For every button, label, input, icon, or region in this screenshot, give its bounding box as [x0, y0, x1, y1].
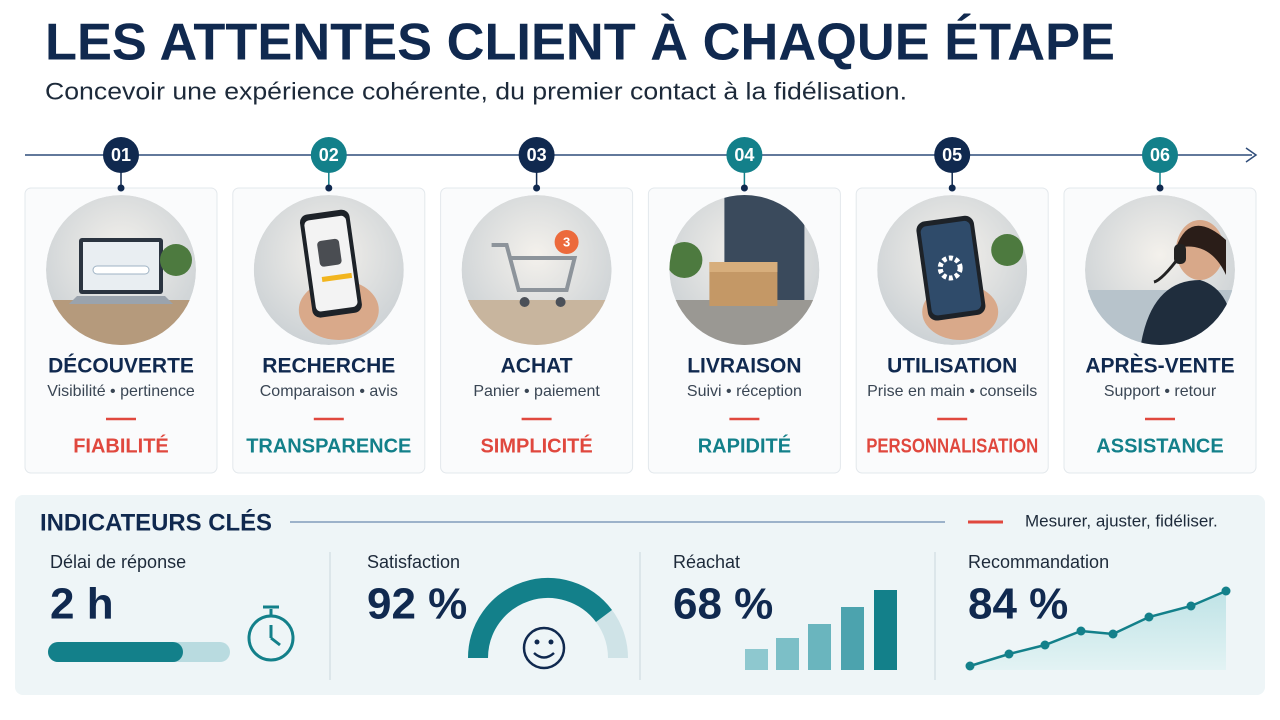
step-badge: [310, 137, 347, 173]
kpi-label: Satisfaction: [367, 552, 460, 572]
illus-box-top: [709, 262, 778, 272]
step-card: 05 UTILISATION Prise en main • conseils PER…: [855, 137, 1049, 474]
illus-plant: [160, 244, 192, 276]
smiley-eye: [548, 639, 554, 645]
step-photo: [877, 195, 1028, 345]
step-badge: [103, 137, 139, 173]
connector-dot: [325, 184, 333, 192]
step-title: RECHERCHE: [262, 355, 395, 378]
step-card: 04 LIVRAISON Suivi • réception RAPIDITÉ: [647, 137, 841, 474]
illus-base: [69, 296, 173, 304]
kpi-label: Recommandation: [968, 552, 1109, 572]
step-details: Panier • paiement: [473, 383, 600, 400]
trend-dots: [965, 586, 1231, 671]
connector-dot: [948, 184, 956, 192]
bar-decor: [808, 624, 831, 670]
illus-cart: [491, 243, 578, 292]
step-expectation: FIABILITÉ: [73, 434, 169, 457]
step-number: 01: [111, 145, 131, 165]
cart-badge-count: 3: [563, 234, 570, 249]
trend-line: [969, 589, 1227, 668]
step-card: 02 RECHERCHE Comparaison • avis TRANSPARENC…: [232, 137, 426, 474]
step-title: ACHAT: [501, 355, 573, 378]
timeline-arrow: [1245, 147, 1258, 163]
illus-wheel: [555, 297, 566, 307]
illus-stars: [321, 272, 353, 283]
connector-dot: [740, 184, 748, 192]
illus-plant: [669, 242, 703, 278]
bar-decor: [841, 607, 864, 670]
step-number: 04: [734, 145, 754, 165]
step-title: DÉCOUVERTE: [48, 355, 194, 378]
step-title: APRÈS-VENTE: [1085, 355, 1234, 378]
illus-earpiece: [1174, 244, 1186, 264]
step-title: UTILISATION: [887, 355, 1017, 378]
step-details: Prise en main • conseils: [867, 383, 1037, 400]
indicators-title: INDICATEURS CLÉS: [40, 508, 272, 536]
step-details: Comparaison • avis: [260, 383, 398, 400]
step-number: 05: [942, 145, 962, 165]
step-expectation: ASSISTANCE: [1096, 435, 1223, 457]
illus-wheel: [519, 297, 530, 307]
step-badge: [518, 137, 555, 173]
step-photo: [461, 195, 612, 345]
kpi-label: Délai de réponse: [50, 552, 186, 572]
step-details: Suivi • réception: [687, 383, 802, 400]
step-details: Visibilité • pertinence: [47, 383, 195, 400]
step-badge: [1142, 137, 1178, 173]
connector-dot: [1156, 184, 1164, 192]
step-photo: [253, 195, 404, 345]
step-title: LIVRAISON: [687, 355, 801, 378]
step-number: 06: [1150, 145, 1170, 165]
step-card: 03 3 ACHAT Panier • paiement SIMPLICITÉ: [440, 137, 634, 474]
bar-decor: [874, 590, 897, 670]
illus-hair: [1176, 225, 1226, 275]
kpi-value: 92 %: [367, 580, 467, 629]
step-expectation: RAPIDITÉ: [698, 434, 791, 457]
step-badge: [726, 137, 763, 173]
gauge-fill: [468, 578, 612, 659]
bar-decor: [776, 638, 799, 670]
step-expectation: TRANSPARENCE: [246, 435, 411, 457]
kpi-value: 84 %: [968, 580, 1068, 629]
step-card: 06 APRÈS-VENTE Support • retour ASSISTANCE: [1063, 137, 1257, 474]
steps: 01 DÉCOUVERTE Visibilité • pertinence FIABI…: [24, 137, 1257, 474]
connector-dot: [117, 184, 125, 192]
step-details: Support • retour: [1104, 383, 1217, 400]
trend-area: [970, 591, 1226, 670]
bar-decor: [745, 649, 768, 670]
progress-fill: [48, 642, 183, 662]
illus-chair: [317, 238, 342, 267]
kpis: Délai de réponse 2 h Satisfaction 92 % Réach…: [50, 552, 1109, 629]
step-number: 02: [319, 145, 339, 165]
step-expectation: SIMPLICITÉ: [480, 434, 592, 457]
illus-plant: [991, 234, 1024, 266]
step-number: 03: [527, 145, 547, 165]
kpi-label: Réachat: [673, 552, 740, 572]
page-subtitle: Concevoir une expérience cohérente, du p…: [45, 78, 907, 105]
illus-search: [92, 265, 150, 275]
cart-badge: [554, 230, 579, 254]
stopwatch-icon: [247, 605, 295, 662]
kpi-value: 2 h: [50, 580, 114, 629]
step-card: 01 DÉCOUVERTE Visibilité • pertinence FIABI…: [24, 137, 218, 474]
step-badge: [934, 137, 971, 173]
indicators-tagline: Mesurer, ajuster, fidéliser.: [1025, 511, 1218, 530]
kpi-value: 68 %: [673, 580, 773, 629]
illus-gear: [937, 255, 963, 281]
smiley-eye: [534, 639, 540, 645]
step-expectation: PERSONNALISATION: [866, 435, 1038, 457]
connector-dot: [533, 184, 541, 192]
page-title: LES ATTENTES CLIENT À CHAQUE ÉTAPE: [45, 14, 1115, 72]
smiley-icon: [522, 626, 566, 670]
illus-phone-screen: [920, 220, 982, 316]
